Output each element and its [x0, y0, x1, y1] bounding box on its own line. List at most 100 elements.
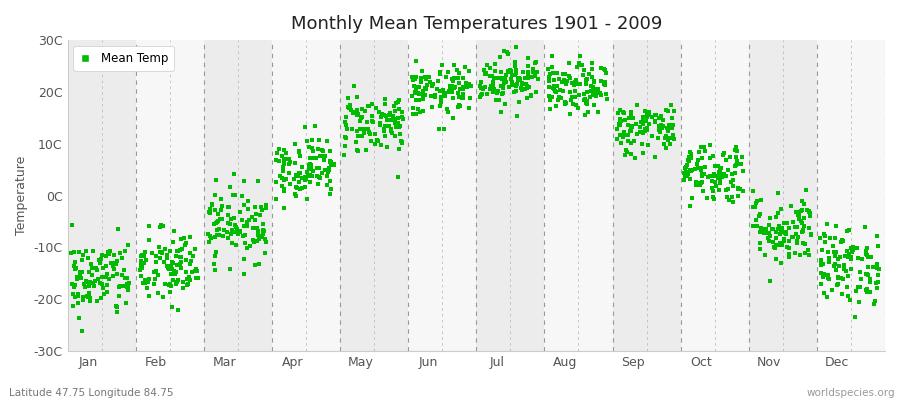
Point: [485, 73, 500, 80]
Point: [579, 100, 593, 106]
Point: [288, 140, 302, 147]
Point: [147, 269, 161, 276]
Point: [658, 134, 672, 141]
Point: [610, 136, 625, 142]
Point: [253, 212, 267, 218]
Point: [237, 222, 251, 229]
Point: [848, 314, 862, 320]
Point: [841, 272, 855, 279]
Point: [416, 88, 430, 94]
Point: [667, 108, 681, 114]
Point: [586, 89, 600, 96]
Point: [518, 75, 532, 81]
Point: [749, 200, 763, 206]
Point: [745, 204, 760, 210]
Point: [752, 211, 767, 217]
Point: [652, 115, 666, 122]
Point: [303, 166, 318, 172]
Point: [158, 281, 172, 288]
Text: Latitude 47.75 Longitude 84.75: Latitude 47.75 Longitude 84.75: [9, 388, 174, 398]
Point: [817, 272, 832, 278]
Point: [248, 210, 263, 217]
Bar: [613, 40, 680, 351]
Point: [639, 114, 653, 120]
Point: [361, 102, 375, 109]
Point: [694, 144, 708, 151]
Point: [65, 280, 79, 287]
Point: [765, 226, 779, 232]
Point: [409, 86, 423, 92]
Point: [678, 169, 692, 176]
Point: [497, 80, 511, 86]
Point: [463, 80, 477, 87]
Point: [796, 201, 811, 208]
Point: [822, 255, 836, 262]
Point: [594, 92, 608, 98]
Point: [691, 180, 706, 187]
Point: [598, 70, 613, 76]
Point: [702, 142, 716, 148]
Point: [414, 79, 428, 86]
Point: [107, 260, 122, 266]
Point: [434, 98, 448, 105]
Point: [711, 162, 725, 169]
Point: [322, 178, 337, 185]
Point: [474, 85, 489, 91]
Point: [698, 147, 713, 154]
Point: [564, 97, 579, 104]
Point: [306, 154, 320, 161]
Point: [567, 82, 581, 88]
Point: [373, 120, 387, 126]
Point: [235, 217, 249, 224]
Point: [628, 121, 643, 127]
Point: [347, 83, 362, 90]
Point: [165, 304, 179, 310]
Point: [153, 224, 167, 230]
Point: [489, 89, 503, 95]
Point: [580, 76, 594, 82]
Point: [388, 100, 402, 106]
Point: [790, 209, 805, 215]
Point: [785, 233, 799, 240]
Point: [302, 172, 317, 178]
Point: [716, 152, 730, 158]
Point: [556, 71, 571, 77]
Point: [251, 261, 266, 267]
Point: [207, 261, 221, 267]
Point: [338, 143, 352, 150]
Point: [222, 220, 237, 227]
Point: [802, 225, 816, 231]
Point: [112, 225, 126, 232]
Point: [715, 174, 729, 180]
Point: [388, 133, 402, 139]
Point: [230, 242, 244, 248]
Point: [433, 103, 447, 110]
Point: [315, 153, 329, 159]
Point: [318, 167, 332, 173]
Point: [510, 80, 525, 87]
Point: [179, 240, 194, 246]
Point: [814, 270, 829, 276]
Point: [259, 202, 274, 208]
Point: [258, 238, 273, 245]
Point: [752, 246, 767, 252]
Point: [779, 229, 794, 236]
Point: [338, 135, 353, 141]
Point: [215, 202, 230, 209]
Point: [641, 142, 655, 148]
Point: [616, 109, 630, 116]
Point: [569, 102, 583, 108]
Point: [850, 245, 864, 251]
Point: [303, 161, 318, 167]
Point: [91, 276, 105, 282]
Point: [598, 66, 612, 72]
Point: [572, 91, 586, 98]
Point: [395, 116, 410, 122]
Point: [323, 161, 338, 167]
Point: [505, 72, 519, 78]
Point: [354, 114, 368, 121]
Point: [488, 68, 502, 75]
Point: [338, 114, 353, 120]
Point: [179, 269, 194, 275]
Point: [212, 216, 227, 222]
